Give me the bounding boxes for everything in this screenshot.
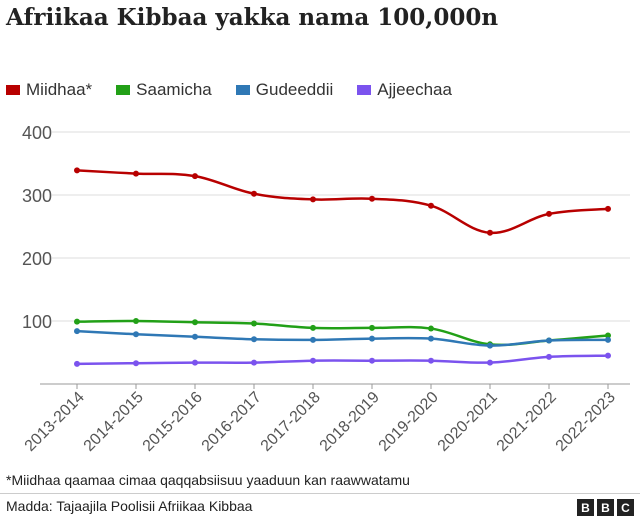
data-point: [546, 353, 552, 360]
legend-swatch: [116, 85, 131, 95]
x-tick-label: 2014-2015: [81, 389, 147, 455]
data-point: [74, 167, 80, 174]
divider: [0, 493, 640, 494]
data-point: [369, 335, 375, 342]
data-point: [133, 331, 139, 338]
series-line: [76, 354, 609, 366]
data-point: [192, 333, 198, 340]
logo-letter: B: [577, 499, 594, 516]
chart-title: Afriikaa Kibbaa yakka nama 100,000n: [6, 4, 499, 31]
legend-label: Miidhaa*: [26, 80, 93, 99]
data-point: [310, 196, 316, 203]
data-point: [192, 359, 198, 366]
logo-letter: C: [617, 499, 634, 516]
y-tick-label: 200: [22, 249, 52, 269]
data-point: [546, 210, 552, 217]
legend-swatch: [235, 85, 250, 95]
data-point: [605, 336, 611, 343]
data-point: [605, 205, 611, 212]
data-point: [428, 202, 434, 209]
series-line: [76, 329, 609, 347]
data-point: [251, 359, 257, 366]
footnote: *Miidhaa qaamaa cimaa qaqqabsiisuu yaadu…: [6, 472, 410, 488]
data-point: [428, 335, 434, 342]
legend-label: Ajjeechaa: [377, 80, 452, 99]
data-point: [546, 337, 552, 344]
x-tick-label: 2016-2017: [199, 389, 265, 455]
data-point: [428, 357, 434, 364]
data-point: [310, 357, 316, 364]
data-point: [369, 324, 375, 331]
data-point: [251, 336, 257, 343]
data-point: [74, 360, 80, 367]
source: Madda: Tajaajila Poolisii Afriikaa Kibba…: [6, 498, 253, 514]
series-line: [76, 169, 609, 235]
x-tick-label: 2015-2016: [140, 389, 206, 455]
legend-label: Gudeeddii: [255, 80, 334, 99]
legend: Miidhaa* Saamicha Gudeeddii Ajjeechaa: [6, 80, 476, 100]
legend-item: Miidhaa*: [6, 80, 92, 100]
legend-item: Gudeeddii: [235, 80, 334, 100]
data-point: [605, 352, 611, 359]
data-point: [310, 324, 316, 331]
data-point: [192, 319, 198, 326]
x-tick-label: 2020-2021: [435, 389, 501, 455]
data-point: [487, 342, 493, 349]
data-point: [74, 328, 80, 335]
legend-swatch: [357, 85, 372, 95]
data-point: [192, 173, 198, 180]
data-point: [133, 170, 139, 177]
x-tick-label: 2021-2022: [494, 389, 560, 455]
data-point: [369, 357, 375, 364]
data-point: [133, 318, 139, 324]
line-chart: 1002003004002013-20142014-20152015-20162…: [22, 123, 630, 455]
legend-item: Saamicha: [116, 80, 212, 100]
data-point: [251, 190, 257, 197]
data-point: [605, 332, 611, 339]
x-tick-label: 2013-2014: [22, 389, 88, 455]
legend-swatch: [6, 85, 20, 95]
legend-item: Ajjeechaa: [357, 80, 452, 100]
x-tick-label: 2019-2020: [376, 389, 442, 455]
x-tick-label: 2018-2019: [317, 389, 383, 455]
y-tick-label: 100: [22, 312, 52, 332]
y-tick-label: 300: [22, 186, 52, 206]
legend-label: Saamicha: [136, 80, 212, 99]
data-point: [310, 336, 316, 343]
data-point: [251, 320, 257, 327]
logo-letter: B: [597, 499, 614, 516]
data-point: [74, 318, 80, 325]
data-point: [369, 195, 375, 202]
data-point: [133, 360, 139, 367]
y-tick-label: 400: [22, 123, 52, 143]
data-point: [487, 359, 493, 366]
data-point: [428, 325, 434, 332]
x-tick-label: 2022-2023: [553, 389, 619, 455]
data-point: [487, 229, 493, 236]
x-tick-label: 2017-2018: [258, 389, 324, 455]
